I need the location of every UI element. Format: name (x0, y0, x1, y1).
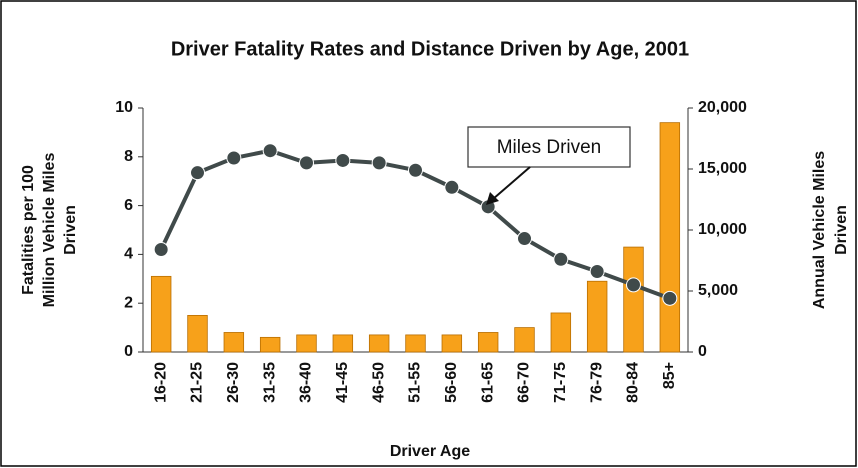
annotation: Miles Driven (497, 137, 602, 158)
y2-axis-label: Annual Vehicle Miles Driven (811, 151, 850, 309)
line-marker (553, 251, 569, 267)
bar (477, 332, 499, 353)
x-tick-label: 61-65 (479, 362, 496, 403)
bar (550, 312, 572, 353)
line-marker (226, 150, 242, 166)
bar (187, 314, 208, 353)
y2-axis-label-line: Annual Vehicle Miles (811, 151, 828, 309)
line-marker (153, 242, 169, 258)
bar (441, 334, 463, 353)
y2-tick-label: 20,000 (698, 99, 747, 116)
x-tick-label: 85+ (661, 362, 678, 389)
y-axis-label-line: Fatalities per 100 (20, 165, 37, 295)
x-tick-label: 41-45 (334, 362, 351, 403)
x-tick-label: 56-60 (443, 362, 460, 403)
bar (332, 334, 354, 353)
y-axis-label-line: Driven (62, 205, 79, 255)
line-marker (626, 277, 641, 293)
y-axis-label: Fatalities per 100 Million Vehicle Miles… (20, 153, 79, 308)
y2-axis-label-line: Driven (833, 205, 850, 255)
bar (223, 332, 245, 353)
y-tick-label: 10 (115, 99, 133, 116)
bar (296, 334, 317, 353)
y-axis-label-line: Million Vehicle Miles (41, 153, 58, 308)
line-marker (299, 155, 314, 171)
x-tick-label: 51-55 (407, 362, 424, 403)
x-tick-label: 26-30 (225, 362, 242, 403)
x-axis-label: Driver Age (390, 443, 470, 460)
bar (368, 334, 390, 353)
annotation-arrow (492, 166, 531, 200)
bar (150, 275, 172, 353)
line-marker (589, 263, 605, 279)
y-tick-label: 2 (124, 294, 133, 311)
x-tick-label: 16-20 (152, 362, 169, 403)
line-marker (190, 165, 205, 181)
line-marker (371, 155, 387, 171)
annotation-arrowhead (486, 192, 499, 205)
bar (659, 122, 681, 353)
bar (405, 334, 426, 353)
x-tick-label: 71-75 (552, 362, 569, 403)
x-tick-label: 76-79 (588, 362, 605, 403)
y-tick-label: 6 (124, 197, 133, 214)
line-marker (335, 152, 351, 168)
bar (586, 280, 608, 353)
y2-tick-label: 5,000 (698, 282, 738, 299)
x-tick-label: 80-84 (625, 362, 642, 403)
x-tick-label: 21-25 (189, 362, 206, 403)
bar (623, 246, 644, 353)
line-marker (444, 179, 460, 195)
x-tick-label: 31-35 (261, 362, 278, 403)
y2-tick-label: 0 (698, 343, 707, 360)
bar (514, 327, 535, 353)
chart-title: Driver Fatality Rates and Distance Drive… (171, 38, 689, 60)
y-tick-label: 0 (124, 343, 133, 360)
line-marker (408, 162, 423, 178)
x-tick-label: 36-40 (298, 362, 315, 403)
bar (259, 336, 281, 353)
y-tick-label: 4 (124, 246, 133, 263)
line-marker (262, 143, 278, 159)
annotation-box (467, 126, 631, 168)
line-marker (517, 231, 532, 247)
y-tick-label: 8 (124, 148, 133, 165)
y2-tick-label: 15,000 (698, 160, 747, 177)
x-tick-label: 46-50 (370, 362, 387, 403)
x-tick-label: 66-70 (516, 362, 533, 403)
y2-tick-label: 10,000 (698, 221, 747, 238)
line-marker (662, 290, 678, 306)
